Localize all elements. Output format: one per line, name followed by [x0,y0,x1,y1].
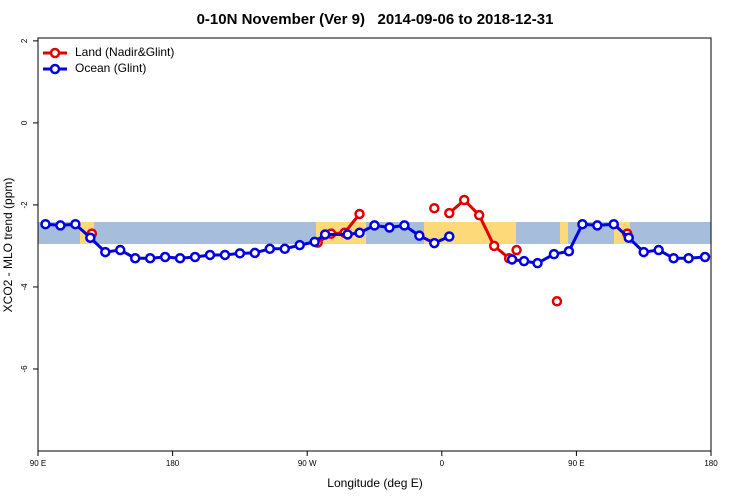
point [699,251,711,263]
point [548,248,560,260]
point [264,243,276,255]
point [623,232,634,243]
x-tick-label: 0 [440,459,445,468]
point [55,220,66,231]
y-tick-label: 0 [20,120,29,125]
point [70,218,81,230]
point [638,246,649,258]
y-tick-label: -4 [20,283,29,291]
point [668,252,679,264]
point [129,252,141,264]
point [458,194,470,206]
point [319,229,331,240]
point [511,244,522,256]
point [85,232,96,243]
y-tick-label: -2 [20,201,29,209]
point [518,255,530,267]
chart-title: 0-10N November (Ver 9) 2014-09-06 to 201… [197,11,554,28]
y-tick-label: 2 [20,38,29,43]
point [159,251,171,263]
point [204,249,216,261]
point [369,220,380,231]
point [444,207,455,219]
land-band [560,222,568,244]
x-tick-label: 90 E [30,459,46,468]
x-tick-label: 90 E [568,459,584,468]
point [384,222,395,233]
legend-label: Land (Nadir&Glint) [75,45,174,59]
legend-label: Ocean (Glint) [75,61,146,75]
x-axis-label: Longitude (deg E) [327,476,422,490]
legend-marker [49,63,61,75]
point [219,249,231,261]
point [399,220,410,231]
y-tick-label: -6 [20,365,29,373]
point [577,218,588,230]
x-tick-label: 180 [166,459,180,468]
point [608,218,620,230]
point [189,251,201,263]
point [174,252,186,264]
point [309,236,320,248]
plot-frame [37,37,712,452]
point [473,209,485,221]
point [532,257,543,269]
point [354,208,365,220]
point [592,220,603,231]
x-tick-label: 90 W [298,459,317,468]
legend-marker [49,47,61,59]
point [683,252,694,264]
point [115,244,126,256]
x-tick-label: 180 [704,459,718,468]
point [294,239,305,251]
point [249,247,261,259]
point [429,202,440,214]
point [506,254,518,265]
point [100,246,111,258]
point [414,230,425,241]
point [653,244,664,256]
y-axis-label: XCO2 - MLO trend (ppm) [1,178,15,313]
point [488,240,500,252]
series-line [45,222,450,260]
point [144,252,156,264]
point [40,218,51,230]
ocean-band [38,222,711,244]
point [354,227,365,239]
point [279,243,291,255]
point [342,229,353,240]
point [563,246,575,257]
point [551,296,563,307]
point [234,248,246,259]
point [429,237,440,249]
point [444,231,455,242]
